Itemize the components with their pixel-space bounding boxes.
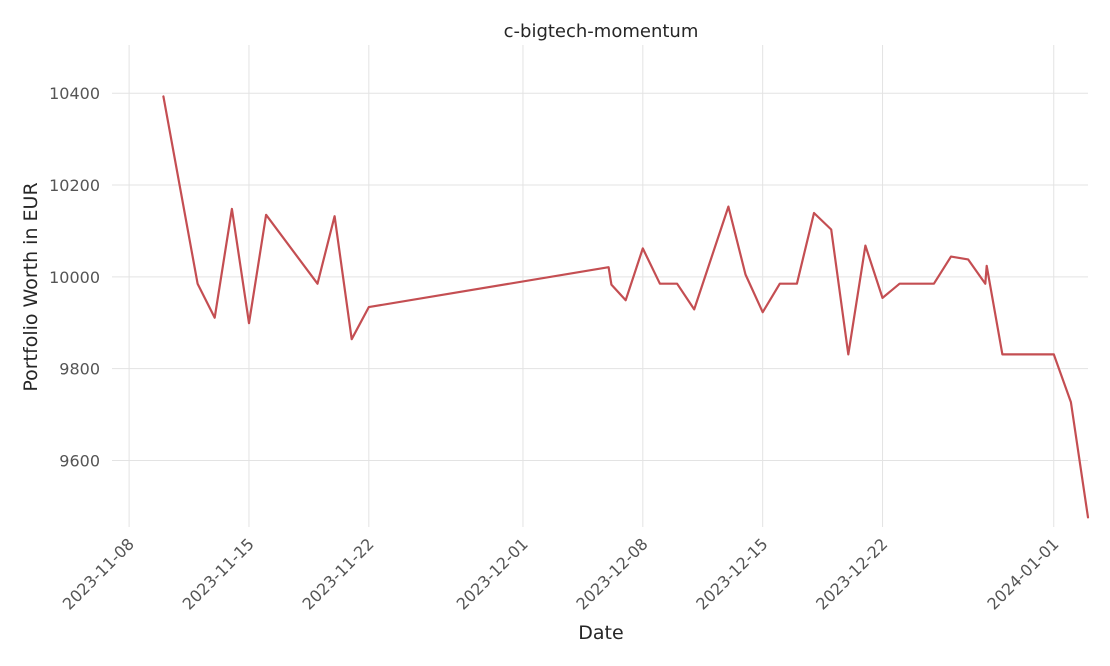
x-tick-label: 2023-11-15	[179, 534, 258, 613]
y-tick-label: 9800	[59, 360, 100, 379]
x-tick-label: 2024-01-01	[983, 534, 1062, 613]
x-axis-label: Date	[578, 622, 623, 644]
x-tick-labels: 2023-11-08 2023-11-15 2023-11-22 2023-12-01…	[59, 534, 1063, 613]
x-tick-label: 2023-12-15	[692, 534, 771, 613]
y-tick-label: 10000	[49, 268, 100, 287]
y-axis-label: Portfolio Worth in EUR	[20, 182, 42, 391]
series-line	[162, 95, 1090, 519]
grid	[112, 45, 1088, 527]
x-tick-label: 2023-11-22	[298, 534, 377, 613]
x-tick-label: 2023-12-22	[812, 534, 891, 613]
x-tick-label: 2023-12-01	[453, 534, 532, 613]
x-tick-label: 2023-12-08	[572, 534, 651, 613]
y-tick-labels: 9600 9800 10000 10200 10400	[49, 84, 100, 470]
y-tick-label: 9600	[59, 451, 100, 470]
chart-title: c-bigtech-momentum	[504, 21, 699, 42]
x-tick-label: 2023-11-08	[59, 534, 138, 613]
y-tick-label: 10200	[49, 176, 100, 195]
series-layer	[162, 95, 1090, 519]
y-tick-label: 10400	[49, 84, 100, 103]
